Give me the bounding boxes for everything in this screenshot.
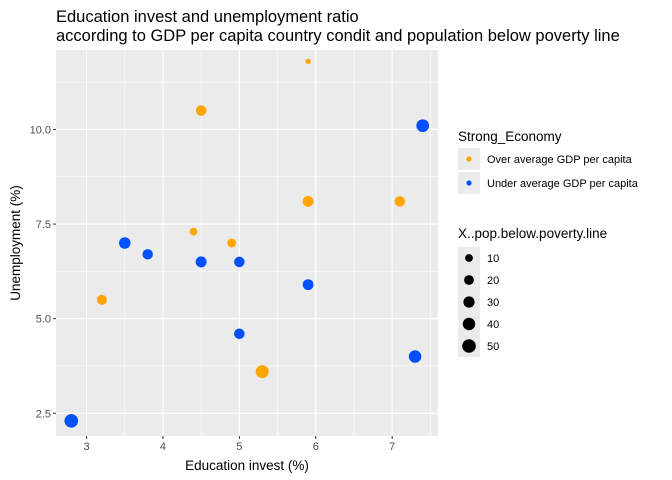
y-tick-label: 2.5 <box>36 408 51 420</box>
size-key-dot <box>464 275 474 285</box>
size-key-dot <box>462 317 476 331</box>
size-key-dot <box>465 254 473 262</box>
color-legend-title: Strong_Economy <box>458 129 562 144</box>
scatter-point-under <box>408 350 422 363</box>
data-points <box>64 58 430 428</box>
y-axis-ticks: 2.5 5.0 7.5 10.0 <box>30 124 56 420</box>
scatter-point-over <box>189 227 198 236</box>
x-tick-label: 6 <box>313 441 319 453</box>
scatter-point-under <box>195 256 207 268</box>
size-key-label: 20 <box>487 275 499 287</box>
scatter-point-over <box>394 196 406 207</box>
scatter-point-under <box>302 279 314 291</box>
size-legend: X..pop.below.poverty.line 10 20 30 40 50 <box>458 226 607 357</box>
size-key-label: 50 <box>487 341 499 353</box>
y-tick-label: 7.5 <box>36 219 51 231</box>
scatter-point-over <box>302 195 314 207</box>
y-tick-label: 10.0 <box>30 124 51 136</box>
chart-title-line-1: Education invest and unemployment ratio <box>56 8 359 26</box>
y-tick-label: 5.0 <box>36 314 51 326</box>
scatter-point-over <box>96 294 107 305</box>
legend-label-over: Over average GDP per capita <box>487 154 633 166</box>
y-axis-title: Unemployment (%) <box>8 185 23 301</box>
x-tick-label: 5 <box>236 441 242 453</box>
x-axis-title: Education invest (%) <box>185 458 309 473</box>
scatter-point-over <box>227 238 237 248</box>
chart-title-line-2: according to GDP per capita country cond… <box>56 27 620 45</box>
size-key-dot <box>463 296 475 308</box>
legend-key-under <box>466 180 472 186</box>
color-legend: Strong_Economy Over average GDP per capi… <box>458 129 639 194</box>
x-axis-ticks: 3 4 5 6 7 <box>83 436 395 453</box>
scatter-point-under <box>119 237 131 249</box>
plot-panel <box>56 50 438 436</box>
grid-major-lines <box>56 50 438 436</box>
scatter-point-under <box>234 256 245 268</box>
scatter-point-under <box>64 414 79 428</box>
x-tick-label: 7 <box>389 441 395 453</box>
scatter-point-under <box>142 249 153 260</box>
size-key-dot <box>462 339 476 353</box>
x-tick-label: 4 <box>160 441 166 453</box>
scatter-point-under <box>234 328 245 340</box>
scatter-point-over <box>255 365 269 379</box>
legend-key-over <box>466 156 472 162</box>
scatter-point-over <box>305 58 311 64</box>
scatter-point-over <box>195 105 207 116</box>
size-key-label: 40 <box>487 319 499 331</box>
x-tick-label: 3 <box>83 441 89 453</box>
size-legend-title: X..pop.below.poverty.line <box>458 226 607 241</box>
legend-label-under: Under average GDP per capita <box>487 178 639 190</box>
size-key-label: 30 <box>487 297 499 309</box>
size-key-label: 10 <box>487 253 499 265</box>
scatter-point-under <box>416 119 430 133</box>
